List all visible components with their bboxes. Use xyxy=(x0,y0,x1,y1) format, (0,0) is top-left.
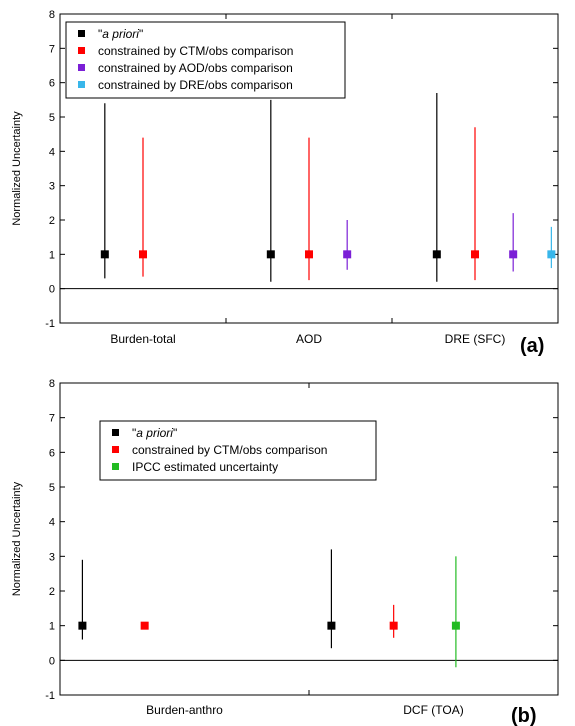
y-tick-label: 2 xyxy=(49,586,55,598)
category-label: DCF (TOA) xyxy=(403,703,463,717)
y-tick-label: 8 xyxy=(49,9,55,21)
category-label: Burden-total xyxy=(110,332,175,346)
category-label: AOD xyxy=(296,332,322,346)
y-tick-label: 0 xyxy=(49,284,55,296)
data-point xyxy=(509,250,518,259)
y-tick-label: 4 xyxy=(49,146,55,158)
legend-label: "a priori" xyxy=(98,27,143,41)
legend-swatch xyxy=(78,47,85,54)
panel-label: (a) xyxy=(520,335,544,357)
data-point xyxy=(432,250,441,259)
legend-label-part: " xyxy=(173,426,177,440)
legend-label: constrained by AOD/obs comparison xyxy=(98,61,293,75)
y-tick-label: 4 xyxy=(49,517,55,529)
legend-swatch xyxy=(112,463,119,470)
legend-box xyxy=(65,21,346,99)
legend-label: constrained by CTM/obs comparison xyxy=(98,44,293,58)
data-point xyxy=(139,250,147,259)
y-tick-label: 8 xyxy=(49,378,55,390)
data-point xyxy=(389,621,398,630)
chart-panel-b: -1 0 1 2 3 4 5 6 7 8 Burden-anthro DCF (TOA) Normali… xyxy=(11,378,559,726)
legend-label: constrained by CTM/obs comparison xyxy=(132,443,327,457)
chart-panel-a: -1 0 1 2 3 4 5 6 7 8 Burden-total AOD DRE (SFC) Norma… xyxy=(11,9,559,357)
y-tick-label: 1 xyxy=(49,621,55,633)
data-point xyxy=(266,250,275,259)
y-tick-label: -1 xyxy=(45,690,55,702)
data-point xyxy=(78,621,87,630)
legend-swatch xyxy=(112,446,119,453)
data-point xyxy=(343,250,352,259)
y-axis-label: Normalized Uncertainty xyxy=(11,481,23,596)
plot-frame xyxy=(59,13,559,324)
legend-swatch xyxy=(78,30,85,37)
category-label: Burden-anthro xyxy=(146,703,223,717)
legend-label-italic: a priori xyxy=(102,27,139,41)
legend-label-part: " xyxy=(98,27,102,41)
y-tick-label: 6 xyxy=(49,78,55,90)
y-tick-label: 1 xyxy=(49,249,55,261)
data-point xyxy=(140,621,149,630)
legend-box xyxy=(99,420,377,481)
y-tick-label: 3 xyxy=(49,181,55,193)
legend-label: constrained by DRE/obs comparison xyxy=(98,78,293,92)
y-tick-label: 6 xyxy=(49,447,55,459)
legend-swatch xyxy=(78,64,85,71)
legend-swatch xyxy=(78,81,85,88)
legend-label-italic: a priori xyxy=(136,426,173,440)
data-point xyxy=(471,250,479,259)
legend-label: IPCC estimated uncertainty xyxy=(132,460,278,474)
data-point xyxy=(100,250,109,259)
y-tick-label: 0 xyxy=(49,655,55,667)
y-tick-label: 7 xyxy=(49,413,55,425)
category-label: DRE (SFC) xyxy=(445,332,506,346)
data-point xyxy=(327,621,336,630)
data-point xyxy=(305,250,313,259)
legend-swatch xyxy=(112,429,119,436)
panel-label: (b) xyxy=(511,705,537,726)
y-tick-label: -1 xyxy=(45,318,55,330)
y-tick-label: 3 xyxy=(49,551,55,563)
legend-label-part: " xyxy=(139,27,143,41)
y-axis-label: Normalized Uncertainty xyxy=(11,111,23,226)
y-tick-label: 5 xyxy=(49,112,55,124)
y-tick-label: 2 xyxy=(49,215,55,227)
legend-label: "a priori" xyxy=(132,426,177,440)
data-point xyxy=(547,250,556,259)
data-point xyxy=(451,621,460,630)
legend-label-part: " xyxy=(132,426,136,440)
y-tick-label: 7 xyxy=(49,43,55,55)
y-tick-label: 5 xyxy=(49,482,55,494)
